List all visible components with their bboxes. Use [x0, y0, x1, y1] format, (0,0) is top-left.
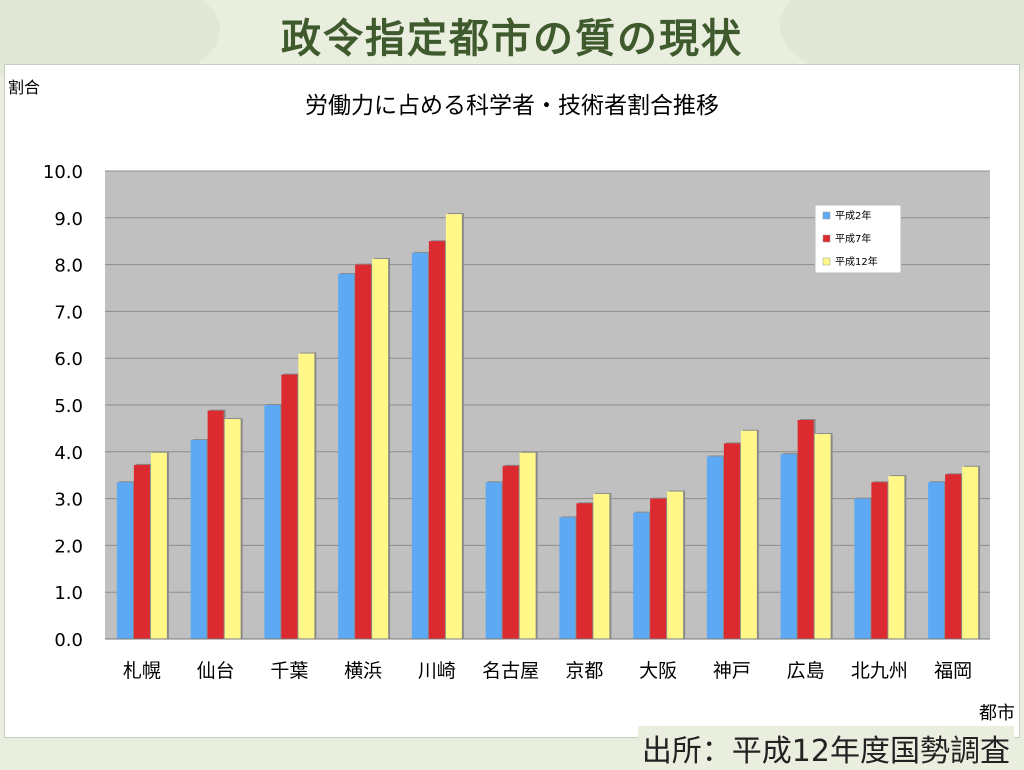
legend-swatch [822, 234, 831, 243]
bar-大阪-平成7年 [650, 498, 667, 639]
y-tick-label: 2.0 [54, 536, 83, 557]
bars [116, 213, 981, 639]
gridlines [105, 170, 990, 640]
bar-千葉-平成12年 [298, 353, 315, 639]
y-tick-label: 9.0 [54, 209, 83, 230]
bar-川崎-平成7年 [428, 241, 445, 639]
bar-名古屋-平成2年 [485, 482, 502, 639]
legend-label: 平成7年 [835, 232, 871, 245]
y-tick-label: 3.0 [54, 490, 83, 511]
bar-京都-平成2年 [559, 517, 576, 639]
y-tick-label: 8.0 [54, 256, 83, 277]
bar-広島-平成7年 [797, 419, 814, 639]
bar-大阪-平成2年 [633, 512, 650, 639]
bar-福岡-平成2年 [928, 482, 945, 639]
y-tick-label: 6.0 [54, 349, 83, 370]
y-axis-label: 割合 [8, 78, 40, 97]
x-tick-label: 広島 [787, 660, 825, 682]
bar-仙台-平成12年 [224, 419, 241, 639]
y-tick-label: 7.0 [54, 302, 83, 323]
chart-title: 労働力に占める科学者・技術者割合推移 [305, 93, 719, 119]
bar-京都-平成12年 [593, 493, 610, 639]
bar-横浜-平成12年 [372, 258, 389, 639]
bar-札幌-平成2年 [116, 482, 133, 639]
y-tick-label: 1.0 [54, 583, 83, 604]
y-tick-label: 5.0 [54, 396, 83, 417]
x-tick-label: 大阪 [639, 660, 677, 682]
y-tick-label: 10.0 [43, 162, 83, 183]
legend-swatch [822, 257, 831, 266]
bar-神戸-平成7年 [723, 443, 740, 639]
x-tick-label: 札幌 [123, 660, 161, 682]
bar-仙台-平成2年 [190, 440, 207, 639]
bar-福岡-平成7年 [945, 474, 962, 639]
bar-仙台-平成7年 [207, 410, 224, 639]
x-tick-label: 福岡 [934, 660, 972, 682]
x-ticks: 札幌 仙台 千葉 横浜 川崎 名古屋 京都 大阪 神戸 広島 北九州 福岡 [105, 638, 990, 682]
x-tick-label: 川崎 [418, 660, 456, 682]
bar-広島-平成2年 [780, 454, 797, 639]
bar-大阪-平成12年 [667, 491, 684, 639]
x-tick-label: 神戸 [713, 660, 751, 682]
x-tick-label: 京都 [565, 660, 603, 682]
bar-千葉-平成2年 [264, 405, 281, 639]
y-tick-label: 4.0 [54, 443, 83, 464]
chart-panel: 割合 労働力に占める科学者・技術者割合推移 都市 0.0 1.0 2.0 3.0 4.0… [4, 64, 1020, 738]
bar-広島-平成12年 [814, 434, 831, 639]
bar-京都-平成7年 [576, 503, 593, 639]
bar-札幌-平成7年 [133, 464, 150, 639]
x-axis-label: 都市 [979, 703, 1015, 724]
bar-神戸-平成12年 [740, 430, 757, 639]
bar-札幌-平成12年 [150, 452, 167, 639]
bar-福岡-平成12年 [962, 466, 979, 639]
legend-swatch [822, 211, 831, 220]
bar-名古屋-平成12年 [519, 452, 536, 639]
x-tick-label: 名古屋 [482, 660, 539, 682]
bar-北九州-平成7年 [871, 482, 888, 639]
bar-北九州-平成2年 [854, 498, 871, 639]
x-tick-label: 千葉 [270, 660, 308, 682]
bar-横浜-平成7年 [355, 264, 372, 639]
x-tick-label: 横浜 [344, 660, 382, 682]
bar-千葉-平成7年 [281, 374, 298, 639]
legend-label: 平成2年 [835, 209, 871, 222]
y-tick-label: 0.0 [54, 630, 83, 651]
bar-川崎-平成2年 [411, 252, 428, 639]
legend-label: 平成12年 [835, 255, 878, 268]
slide-title: 政令指定都市の質の現状 [281, 16, 743, 62]
bar-横浜-平成2年 [338, 273, 355, 639]
bar-川崎-平成12年 [445, 214, 462, 639]
bar-chart: 割合 労働力に占める科学者・技術者割合推移 都市 0.0 1.0 2.0 3.0 4.0… [8, 78, 1015, 724]
bar-神戸-平成2年 [706, 456, 723, 639]
bar-名古屋-平成7年 [502, 465, 519, 639]
bar-北九州-平成12年 [888, 476, 905, 639]
source-note: 出所：平成12年度国勢調査 [637, 726, 1014, 770]
x-tick-label: 仙台 [197, 660, 235, 682]
y-ticks: 0.0 1.0 2.0 3.0 4.0 5.0 6.0 7.0 8.0 9.0 10.0 [43, 162, 83, 651]
x-tick-label: 北九州 [851, 660, 908, 682]
